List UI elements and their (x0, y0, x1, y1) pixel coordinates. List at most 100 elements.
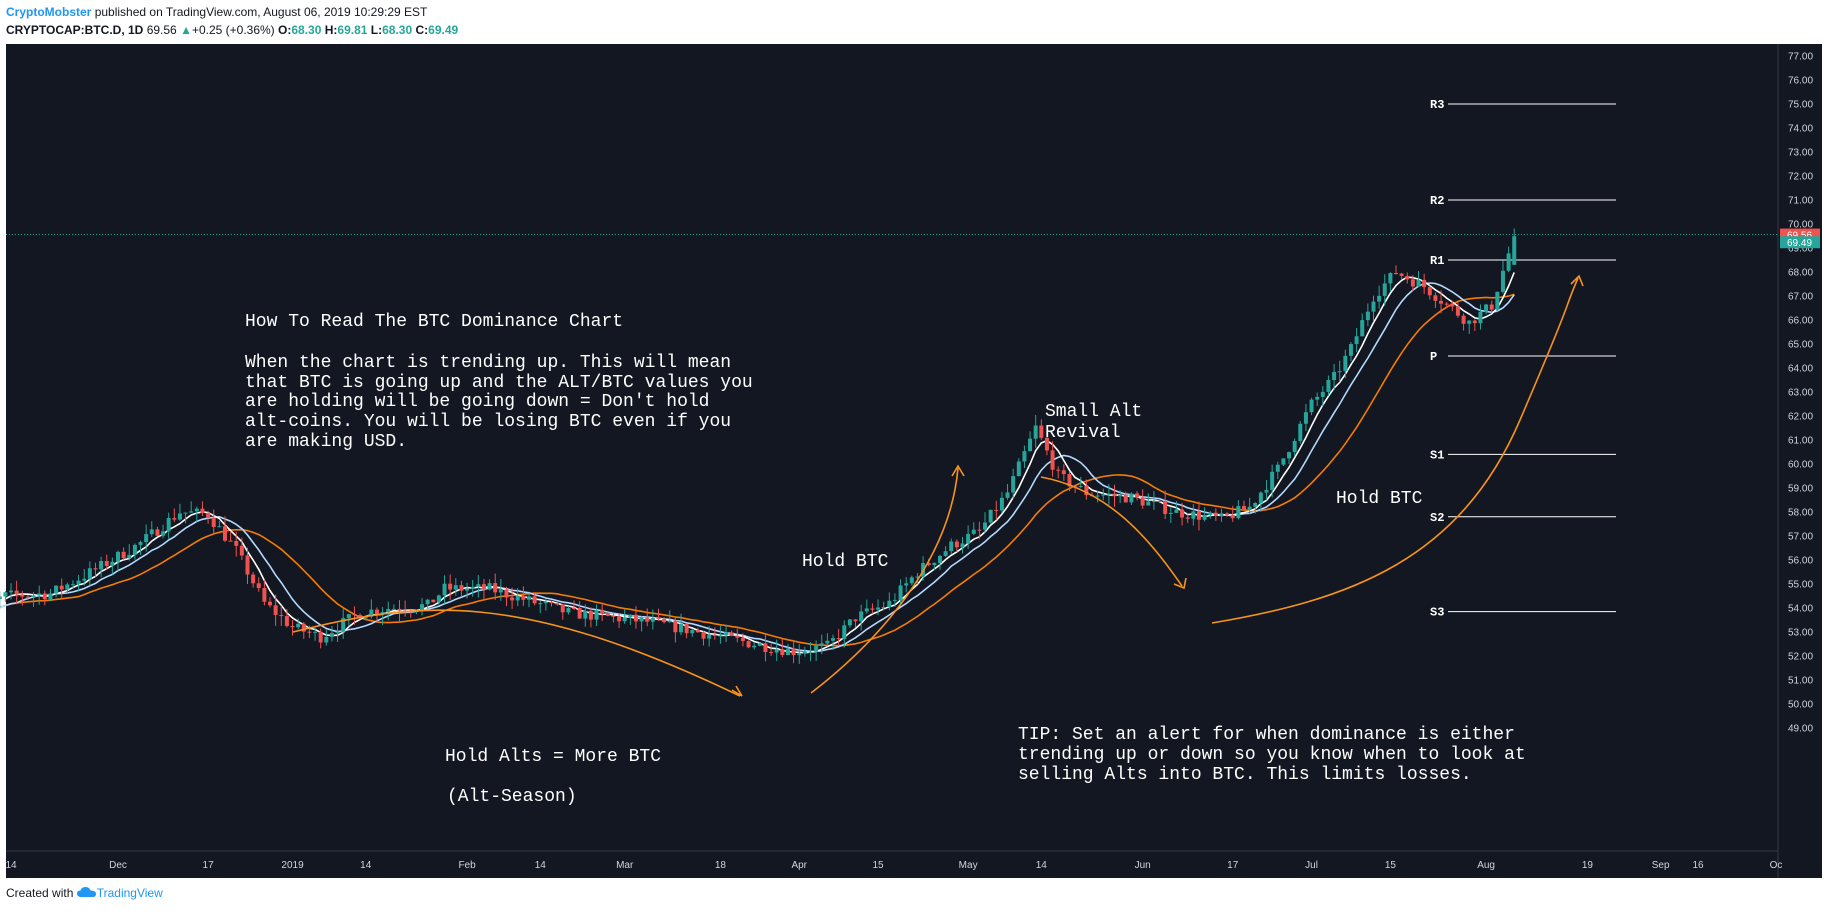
time-tick-label: 16 (1692, 860, 1704, 871)
time-tick-label: 17 (203, 860, 215, 871)
candle (1506, 246, 1511, 273)
candle-body (645, 617, 650, 622)
candle-body (1478, 311, 1483, 324)
candle-body (1287, 452, 1292, 459)
candle-body (628, 614, 633, 618)
candle-body (836, 638, 841, 640)
candle-body (532, 596, 537, 604)
arrow-final-up (1211, 274, 1584, 624)
candle-body (268, 601, 273, 606)
candle-body (37, 593, 42, 596)
candle (999, 491, 1004, 514)
time-tick-label: Jun (1135, 860, 1151, 871)
candle (983, 512, 988, 533)
candle (284, 609, 289, 628)
price-tick-label: 58.00 (1788, 508, 1813, 519)
candle (594, 604, 599, 627)
annotation-small-alt: Small Alt (1045, 402, 1142, 422)
ma-mid-line (0, 282, 1515, 653)
candle-body (245, 555, 250, 575)
candle-body (1219, 513, 1224, 516)
candle (1450, 300, 1455, 312)
candle-body (273, 605, 278, 616)
price-tick-label: 77.00 (1788, 52, 1813, 63)
candle (1422, 273, 1427, 294)
price-tick-label: 65.00 (1788, 340, 1813, 351)
candle-body (1309, 399, 1314, 413)
candle-body (752, 645, 757, 648)
tradingview-link[interactable]: TradingView (96, 886, 163, 900)
candle-body (1123, 494, 1128, 503)
candle (831, 634, 836, 651)
candle-body (442, 583, 447, 596)
candle (1337, 360, 1342, 382)
candle-body (301, 623, 306, 632)
candle-body (1348, 344, 1353, 356)
candle (1168, 507, 1173, 523)
candle-body (127, 554, 132, 559)
candle (476, 575, 481, 598)
candle-body (481, 584, 486, 590)
candle-body (1489, 304, 1494, 310)
candle (1332, 363, 1337, 391)
time-axis[interactable]: 14 Dec 17 2019 14 Feb 14 Mar 18 Apr 15 May 14 Jun 17 Ju… (5, 860, 1782, 871)
candle (70, 580, 75, 590)
author-link[interactable]: CryptoMobster (6, 5, 92, 19)
time-tick-label: May (959, 860, 978, 871)
candle (228, 531, 233, 542)
candle (155, 526, 160, 537)
candle-body (1506, 253, 1511, 271)
candle-body (566, 608, 571, 613)
candle (110, 557, 115, 575)
candle-body (1472, 320, 1477, 324)
candle (397, 600, 402, 622)
candle-body (1298, 423, 1303, 441)
candle (1202, 507, 1207, 522)
price-axis[interactable]: 77.00 76.00 75.00 74.00 73.00 72.00 71.00 70.00… (1780, 52, 1820, 735)
candle (937, 554, 942, 570)
candle (459, 580, 464, 596)
price-tick-label: 67.00 (1788, 292, 1813, 303)
candle-body (679, 623, 683, 633)
candle (543, 598, 548, 611)
candle (842, 620, 847, 648)
candle-body (966, 533, 971, 544)
candle-body (729, 632, 734, 636)
candle-body (1039, 425, 1044, 438)
annotation-hold-btc: Hold BTC (1336, 489, 1423, 509)
time-tick-label: 17 (1227, 860, 1239, 871)
candle (1208, 511, 1213, 519)
candle-body (1163, 501, 1168, 514)
candle-body (960, 543, 965, 548)
candle-body (560, 604, 565, 613)
candle-body (324, 636, 329, 643)
candle (521, 586, 526, 606)
candle-body (1011, 476, 1016, 493)
symbol-label[interactable]: CRYPTOCAP:BTC.D, 1D (6, 23, 144, 37)
candle (836, 628, 841, 647)
candle (949, 538, 954, 555)
candle (1044, 431, 1049, 456)
arrow-curve (1040, 476, 1183, 587)
candle-body (572, 608, 577, 610)
candle (785, 643, 790, 656)
candle (1230, 505, 1235, 522)
candle-body (211, 517, 216, 527)
candle-body (662, 618, 667, 623)
candle (673, 617, 678, 643)
annotation-hold-btc: Hold BTC (802, 552, 889, 572)
candle-body (1106, 493, 1111, 495)
candle-body (932, 562, 937, 566)
candle-body (791, 648, 796, 656)
candle (487, 579, 492, 591)
candle (684, 623, 689, 639)
candle-body (785, 648, 790, 656)
price-tick-label: 74.00 (1788, 124, 1813, 135)
annotation-tip-line: TIP: Set an alert for when dominance is … (1018, 725, 1515, 745)
candle-body (1416, 279, 1421, 287)
candle-body (588, 610, 593, 620)
candle (819, 634, 824, 655)
price-tick-label: 72.00 (1788, 172, 1813, 183)
low-value: 68.30 (382, 23, 413, 37)
